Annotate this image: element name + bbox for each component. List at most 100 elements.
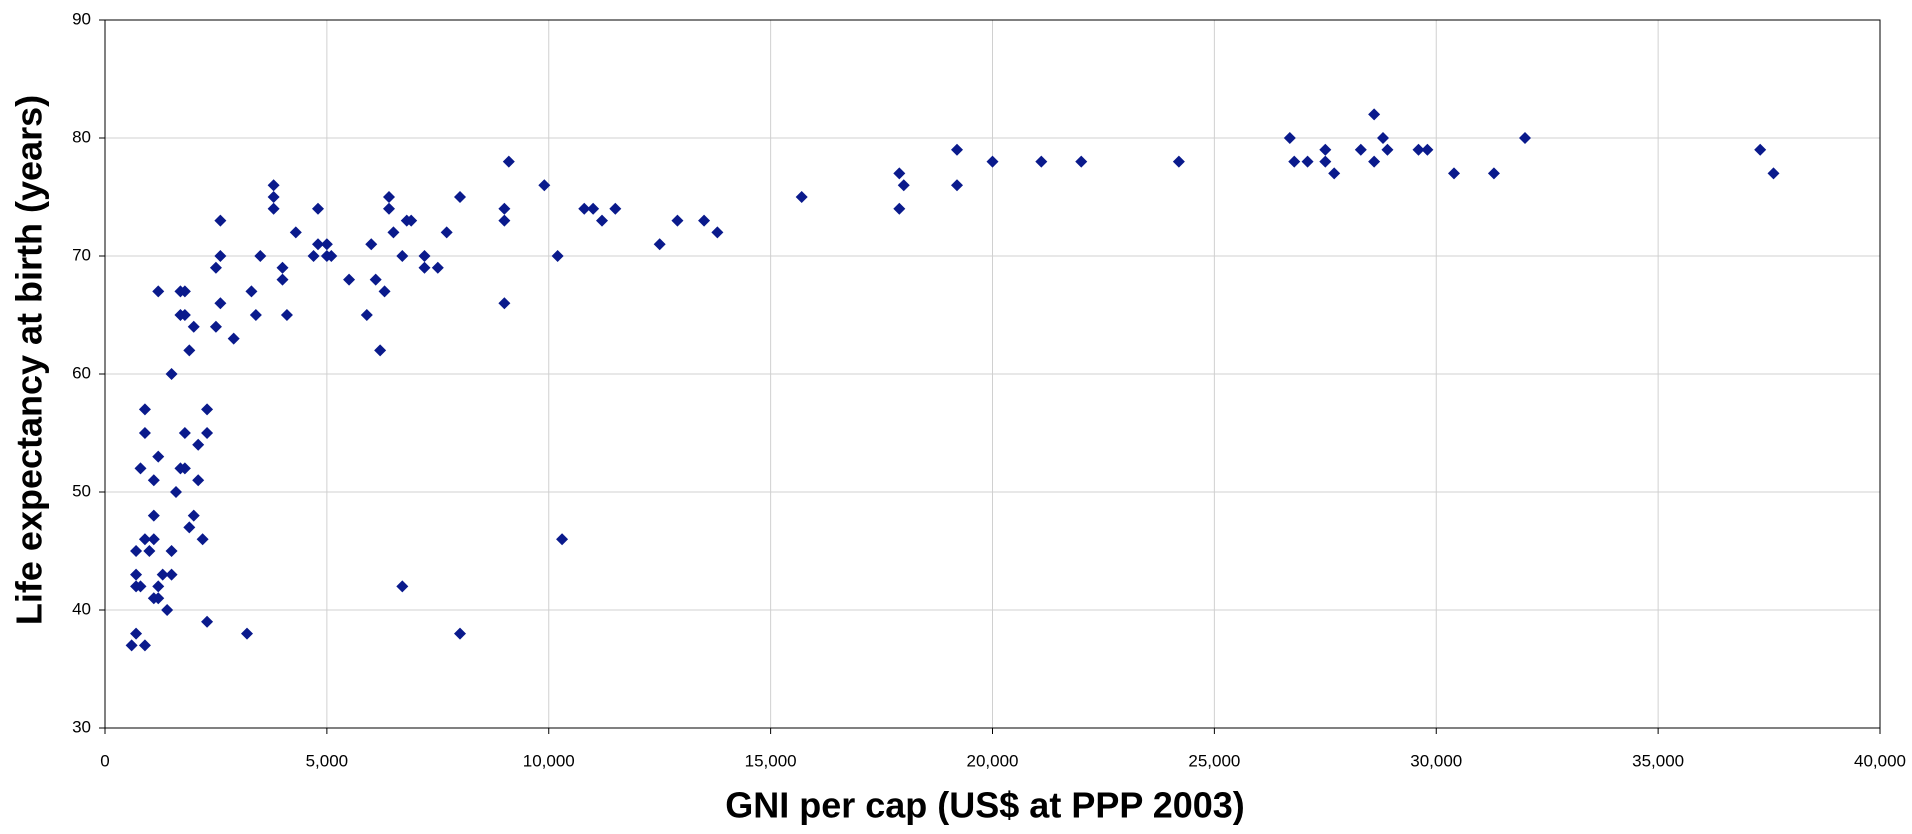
point: [312, 202, 324, 215]
point: [214, 214, 227, 227]
point: [556, 533, 569, 546]
point: [1368, 155, 1381, 168]
point: [138, 427, 151, 439]
point: [201, 615, 214, 628]
point: [227, 332, 240, 345]
y-tick-label: 80: [72, 127, 91, 146]
point: [440, 226, 453, 239]
point: [498, 202, 511, 215]
point: [276, 273, 289, 286]
point: [196, 533, 209, 546]
point: [1319, 155, 1332, 168]
point: [241, 627, 253, 640]
point: [1448, 167, 1460, 180]
point: [170, 486, 182, 498]
point: [454, 191, 466, 203]
y-tick-label: 30: [72, 717, 91, 736]
point: [396, 580, 409, 593]
point: [360, 309, 373, 321]
point: [405, 214, 418, 227]
point: [156, 568, 169, 581]
point: [289, 226, 302, 239]
point: [1754, 143, 1767, 156]
x-tick-label: 30,000: [1410, 751, 1462, 770]
x-tick-label: 0: [100, 751, 109, 770]
point: [1075, 155, 1088, 168]
point: [138, 639, 151, 652]
point: [418, 250, 431, 262]
point: [267, 191, 280, 203]
point: [1519, 132, 1531, 144]
point: [312, 238, 324, 251]
y-tick-label: 40: [72, 599, 91, 618]
point: [671, 214, 684, 227]
point: [431, 261, 444, 274]
point: [378, 285, 391, 298]
point: [147, 474, 160, 487]
point: [374, 344, 387, 357]
point: [214, 297, 227, 310]
point: [174, 309, 187, 321]
x-tick-label: 10,000: [523, 751, 575, 770]
point: [609, 202, 622, 215]
point: [498, 214, 511, 227]
point: [951, 179, 963, 192]
point: [320, 238, 333, 251]
point: [152, 592, 165, 605]
point: [498, 297, 511, 310]
point: [165, 368, 178, 380]
point: [249, 309, 262, 321]
point: [147, 509, 160, 522]
point: [183, 344, 196, 357]
plot-frame: [104, 19, 1881, 729]
y-axis-label: Life expectancy at birth (years): [9, 95, 50, 625]
x-tick-label: 25,000: [1188, 751, 1240, 770]
point: [502, 155, 515, 168]
point: [551, 250, 564, 262]
point: [1381, 143, 1394, 156]
point: [161, 604, 174, 616]
x-tick-label: 5,000: [306, 751, 349, 770]
point: [134, 580, 147, 593]
point: [209, 320, 222, 333]
point: [893, 167, 906, 180]
point: [201, 403, 214, 416]
point: [1354, 143, 1367, 156]
point: [134, 462, 147, 475]
point: [178, 427, 191, 439]
point: [192, 438, 205, 451]
point: [165, 568, 178, 581]
point: [280, 309, 293, 321]
point: [1288, 155, 1301, 168]
point: [183, 521, 196, 534]
point: [396, 250, 409, 262]
point: [130, 627, 143, 640]
point: [147, 533, 160, 546]
point: [1377, 132, 1389, 144]
point: [383, 202, 395, 215]
x-tick-label: 35,000: [1632, 751, 1684, 770]
point: [187, 509, 200, 522]
point: [454, 627, 466, 640]
x-tick-label: 15,000: [745, 751, 797, 770]
point: [138, 533, 151, 546]
point: [178, 462, 191, 475]
point: [986, 155, 999, 168]
y-tick-label: 60: [72, 363, 91, 382]
point: [596, 214, 608, 227]
point: [152, 450, 165, 463]
point: [418, 261, 431, 274]
point: [369, 273, 382, 286]
y-tick-label: 50: [72, 481, 91, 500]
point: [152, 285, 165, 298]
point: [245, 285, 258, 298]
point: [365, 238, 378, 251]
point: [1412, 143, 1425, 156]
point: [130, 568, 143, 581]
point: [1172, 155, 1185, 168]
point: [578, 202, 591, 215]
point: [1421, 143, 1434, 156]
point: [387, 226, 400, 239]
x-axis-label: GNI per cap (US$ at PPP 2003): [725, 785, 1245, 826]
